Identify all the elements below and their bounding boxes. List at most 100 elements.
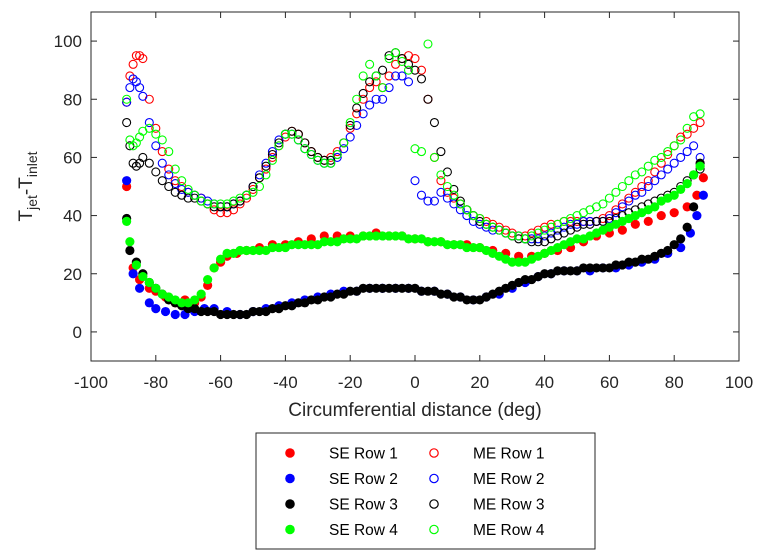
data-point [449,240,459,250]
data-point [698,190,708,200]
data-point [144,298,154,308]
legend-marker [429,473,439,484]
data-point [131,161,141,171]
legend-item: SE Row 3 [285,497,398,514]
data-point [384,71,394,81]
data-point [455,196,465,206]
data-point [261,161,271,171]
data-point [222,309,232,320]
data-point [650,202,660,212]
data-point [689,123,699,133]
data-point [122,97,132,107]
data-point [656,152,666,162]
data-point [624,176,634,186]
data-point [135,283,145,293]
data-point [637,181,647,192]
data-point [378,83,388,93]
data-point [352,94,362,104]
data-point [287,240,297,250]
data-point [436,147,446,157]
y-tick-label: 0 [73,323,82,342]
data-point [423,237,433,247]
data-point [442,240,452,250]
data-point [546,219,556,229]
data-point [293,129,303,139]
data-point [669,240,679,250]
data-point [436,176,446,186]
x-axis-label: Circumferential distance (deg) [288,400,541,421]
data-point [319,237,329,247]
data-point [274,135,284,145]
data-point [216,309,226,320]
y-tick-label: 80 [63,90,82,109]
data-point [591,263,602,273]
data-point [203,306,213,317]
data-point [235,196,245,206]
data-point [254,170,265,180]
data-point [656,210,666,221]
data-point [319,158,329,168]
legend-item: SE Row 2 [285,471,398,488]
data-point [332,289,342,299]
data-point [345,132,355,142]
series-me-row-2 [122,71,705,244]
data-point [449,190,459,200]
data-point [125,245,135,256]
data-point [488,225,498,235]
x-tick-label: -80 [144,373,169,392]
legend-marker [285,448,295,458]
data-point [455,199,465,209]
x-tick-label: 80 [665,373,684,392]
data-point [559,266,569,276]
data-point [507,257,517,267]
legend-item: SE Row 1 [285,446,398,463]
data-point [695,117,705,128]
data-point [378,283,388,293]
data-point [128,158,138,168]
axis-ticks [90,12,740,361]
data-point [216,199,226,209]
tick-labels: -100 -80 -60 -40 -20 0 20 40 60 80 100 0 20 40 60 80 100 [54,32,754,392]
plot-area: -100 -80 -60 -40 -20 0 20 40 60 80 100 0 20 40 60 80 100 [54,11,754,392]
data-point [160,306,171,317]
data-point [669,190,679,200]
data-point [533,237,543,247]
legend-item: ME Row 4 [429,522,545,539]
data-point [378,231,388,241]
data-point [365,59,375,69]
data-point [423,196,433,206]
data-point [384,283,394,293]
data-point [135,83,145,93]
data-point [682,129,692,139]
legend-label: SE Row 4 [329,522,398,539]
legend-label: ME Row 2 [473,471,545,488]
data-point [436,289,446,299]
x-tick-label: 100 [725,373,753,392]
data-point [125,83,135,93]
data-point [578,263,589,273]
data-point [365,77,375,87]
data-point [462,205,472,215]
data-point [306,295,316,305]
data-point [689,202,699,212]
series-me-row-4 [122,39,705,244]
legend-label: ME Row 3 [473,497,545,514]
data-point [669,158,679,168]
data-point [617,202,627,212]
legend-item: ME Row 3 [429,497,545,514]
data-point [572,234,582,244]
data-point [280,301,290,311]
data-point [248,181,258,192]
data-point [164,170,174,180]
data-point [293,240,303,250]
data-point [222,248,232,258]
data-point [125,71,135,81]
data-point [689,170,699,180]
x-tick-label: -60 [208,373,233,392]
y-label-mid: -T [16,177,37,195]
data-point [267,304,278,314]
data-point [617,225,627,235]
data-point [164,147,174,157]
data-point [326,237,336,247]
data-point [157,135,167,145]
